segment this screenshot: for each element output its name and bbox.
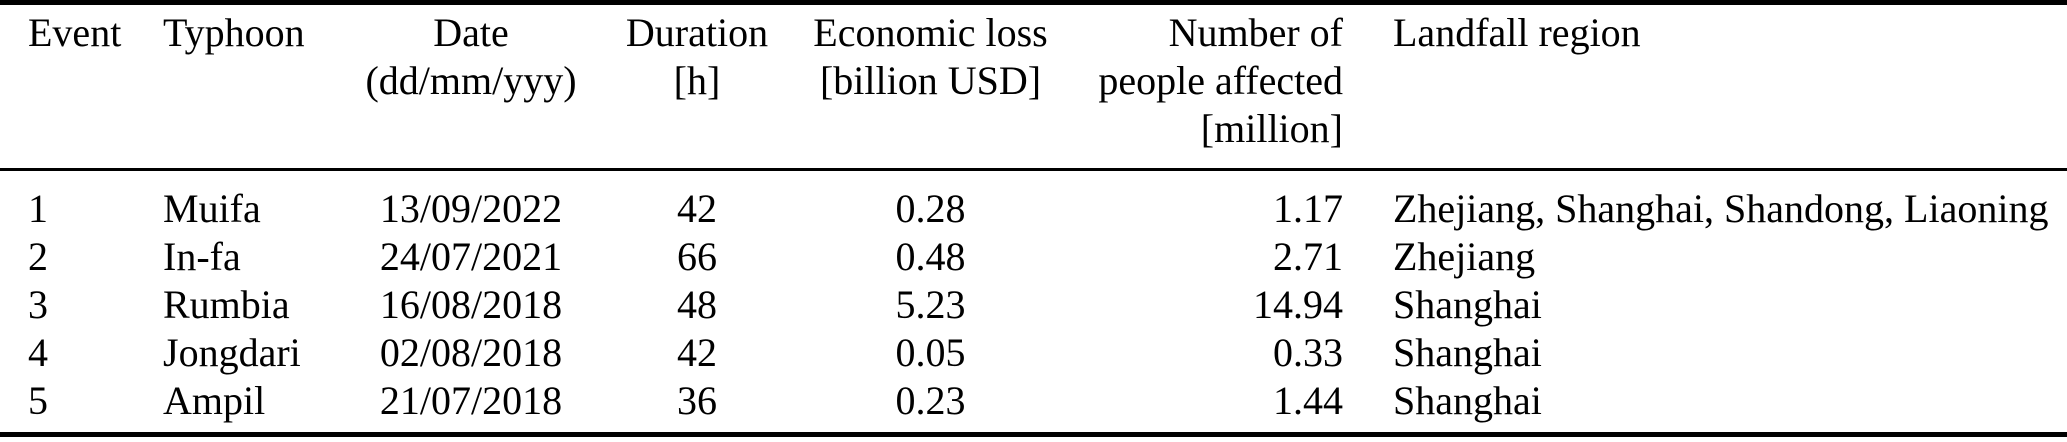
cell-economic-loss: 5.23 [895,282,966,327]
cell-landfall-region: Zhejiang [1393,234,1536,279]
column-header-people-affected: Number of people affected [million] [1069,2,1343,171]
cell-people-affected: 14.94 [1253,282,1343,327]
cell-duration: 42 [677,186,717,231]
header-line: (dd/mm/yyy) [365,58,577,103]
cell-landfall-region: Shanghai [1393,330,1542,375]
header-line: [million] [1200,106,1343,151]
header-line: [h] [673,58,721,103]
cell-typhoon: Rumbia [163,282,290,327]
column-header-landfall-region: Landfall region [1343,2,2067,171]
cell-people-affected: 1.44 [1273,378,1343,423]
cell-typhoon: In-fa [163,234,241,279]
header-row: Event Typhoon Date (dd/mm/yyy) Duration … [0,2,2067,171]
cell-landfall-region: Shanghai [1393,282,1542,327]
cell-event: 5 [28,378,48,423]
cell-duration: 48 [677,282,717,327]
cell-date: 24/07/2021 [379,234,563,279]
cell-event: 1 [28,186,48,231]
cell-economic-loss: 0.28 [895,186,966,231]
cell-duration: 36 [677,378,717,423]
column-header-date: Date (dd/mm/yyy) [340,2,602,171]
header-line: Typhoon [163,10,305,55]
cell-event: 4 [28,330,48,375]
cell-typhoon: Jongdari [163,330,301,375]
cell-duration: 66 [677,234,717,279]
cell-landfall-region: Zhejiang, Shanghai, Shandong, Liaoning [1393,186,2049,231]
cell-people-affected: 0.33 [1273,330,1343,375]
cell-people-affected: 2.71 [1273,234,1343,279]
data-row: 1 Muifa 13/09/2022 42 0.28 1.17 Zhejiang… [0,170,2067,234]
data-row: 2 In-fa 24/07/2021 66 0.48 2.71 Zhejiang [0,233,2067,281]
cell-typhoon: Ampil [163,378,266,423]
header-line: Economic loss [813,10,1048,55]
header-line: Event [28,10,122,55]
cell-people-affected: 1.17 [1273,186,1343,231]
header-line: Duration [625,10,769,55]
column-header-duration: Duration [h] [602,2,792,171]
column-header-event: Event [0,2,163,171]
cell-economic-loss: 0.23 [895,378,966,423]
cell-economic-loss: 0.48 [895,234,966,279]
header-line: Landfall region [1393,10,1641,55]
cell-date: 21/07/2018 [379,378,563,423]
cell-duration: 42 [677,330,717,375]
cell-date: 13/09/2022 [379,186,563,231]
column-header-economic-loss: Economic loss [billion USD] [792,2,1069,171]
cell-landfall-region: Shanghai [1393,378,1542,423]
header-line: Number of [1168,10,1343,55]
data-row: 5 Ampil 21/07/2018 36 0.23 1.44 Shanghai [0,377,2067,435]
data-row: 4 Jongdari 02/08/2018 42 0.05 0.33 Shang… [0,329,2067,377]
cell-economic-loss: 0.05 [895,330,966,375]
cell-date: 02/08/2018 [379,330,563,375]
cell-typhoon: Muifa [163,186,261,231]
data-row: 3 Rumbia 16/08/2018 48 5.23 14.94 Shangh… [0,281,2067,329]
column-header-typhoon: Typhoon [163,2,340,171]
cell-date: 16/08/2018 [379,282,563,327]
cell-event: 2 [28,234,48,279]
header-line: Date [433,10,509,55]
header-line: people affected [1098,58,1343,103]
cell-event: 3 [28,282,48,327]
header-line: [billion USD] [819,58,1042,103]
